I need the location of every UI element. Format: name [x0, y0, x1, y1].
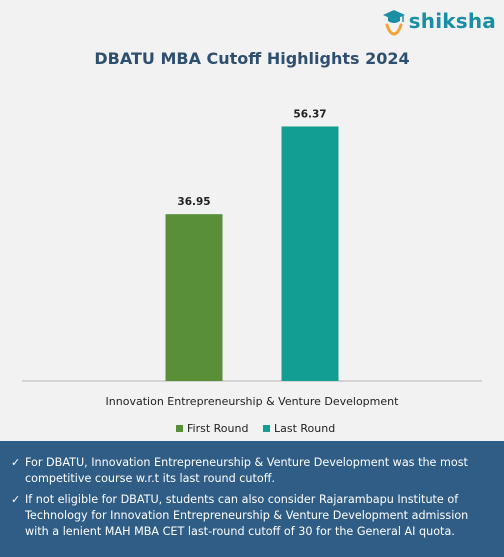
bar-chart: 36.95 56.37 Innovation Entrepreneurship & … [22, 108, 482, 435]
category-label: Innovation Entrepreneurship & Venture De… [106, 395, 400, 408]
insights-panel: ✓ For DBATU, Innovation Entrepreneurship… [0, 441, 504, 557]
note-text: If not eligible for DBATU, students can … [25, 493, 469, 538]
legend-swatch [176, 425, 183, 432]
brand-name: shiksha [408, 9, 496, 33]
note-item: ✓ For DBATU, Innovation Entrepreneurship… [11, 455, 494, 487]
data-label: 36.95 [177, 196, 210, 208]
shiksha-logo: shiksha [381, 6, 496, 36]
legend-label: First Round [187, 422, 248, 435]
plot-area: 36.95 56.37 Innovation Entrepreneurship & … [22, 108, 482, 435]
bar-first-round [165, 214, 223, 381]
chart-title: DBATU MBA Cutoff Highlights 2024 [94, 49, 410, 68]
legend-swatch [263, 425, 270, 432]
bar-last-round [281, 126, 339, 381]
checkmark-icon: ✓ [11, 456, 21, 469]
checkmark-icon: ✓ [11, 493, 21, 506]
legend-label: Last Round [274, 422, 335, 435]
note-item: ✓ If not eligible for DBATU, students ca… [11, 492, 494, 540]
note-text: For DBATU, Innovation Entrepreneurship &… [25, 456, 468, 485]
graduation-cap-icon [381, 6, 407, 36]
data-label: 56.37 [293, 108, 326, 120]
